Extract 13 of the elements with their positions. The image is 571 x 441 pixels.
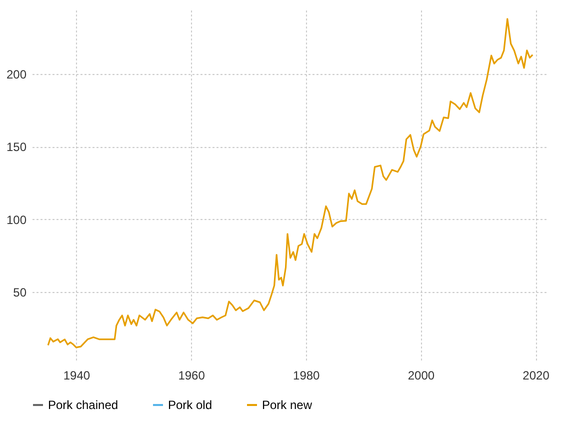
y-tick-label: 50 <box>13 286 27 300</box>
y-tick-label: 200 <box>6 67 27 82</box>
line-series <box>47 18 534 348</box>
legend-label: Pork new <box>262 398 312 412</box>
x-tick-label: 1980 <box>293 368 320 382</box>
y-tick-label: 100 <box>6 212 27 227</box>
x-tick-label: 2020 <box>522 368 550 382</box>
y-tick-label: 150 <box>6 140 27 154</box>
x-tick-label: 1960 <box>178 368 206 382</box>
x-tick-label: 2000 <box>408 368 435 382</box>
x-tick-label: 1940 <box>63 368 90 382</box>
legend-label: Pork old <box>168 398 212 412</box>
legend-label: Pork chained <box>48 398 118 412</box>
